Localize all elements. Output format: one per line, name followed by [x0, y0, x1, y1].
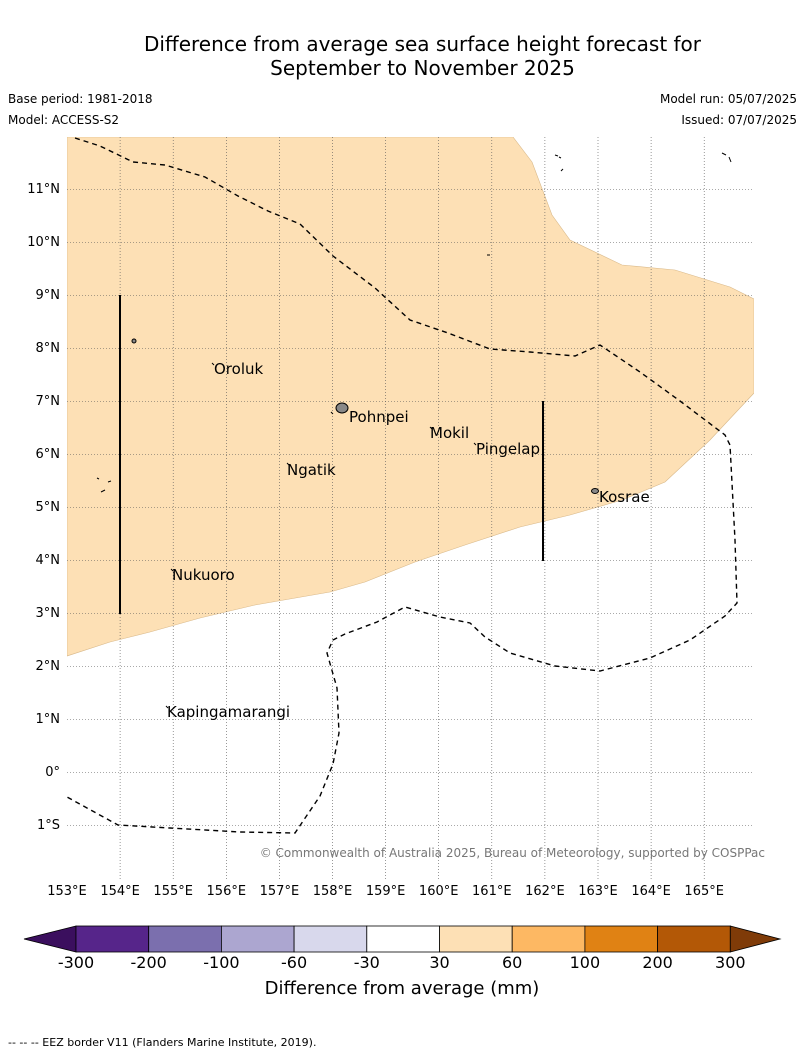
latitude-label: 6°N [35, 446, 61, 462]
latitude-label: 9°N [35, 287, 61, 303]
colorbar-tick-label: -30 [353, 953, 380, 972]
kosrae-island [591, 488, 599, 494]
latitude-label: 10°N [27, 234, 60, 250]
colorbar-segment [220, 925, 295, 953]
islet-marker [721, 152, 732, 163]
colorbar-segment [439, 925, 513, 953]
latitude-label: 1°N [35, 711, 61, 727]
latitude-label: 7°N [35, 393, 61, 409]
colorbar-segment [75, 925, 150, 953]
colorbar-extend-low [23, 925, 77, 953]
latitude-label: 3°N [35, 605, 61, 621]
latitude-label: 0° [45, 764, 60, 780]
colorbar-tick-label: 100 [569, 953, 601, 972]
islet-marker [96, 477, 112, 493]
longitude-label: 160°E [418, 884, 459, 899]
eez-border-north [67, 137, 738, 834]
islet-marker [165, 362, 477, 709]
latitude-label: 4°N [35, 552, 61, 568]
latitude-label: 11°N [27, 181, 60, 197]
colorbar-segment [511, 925, 586, 953]
place-pohnpei: Pohnpei [349, 408, 409, 426]
pohnpei-island [335, 402, 349, 414]
title-line-1: Difference from average sea surface heig… [143, 32, 702, 56]
issued-date: Issued: 07/07/2025 [681, 113, 797, 127]
longitude-label: 156°E [206, 884, 247, 899]
place-mokil: Mokil [430, 424, 470, 442]
place-pingelap: Pingelap [476, 440, 541, 458]
colorbar-tick-label: -100 [203, 953, 240, 972]
latitude-label: 1°S [36, 817, 60, 833]
base-period: Base period: 1981-2018 [8, 92, 153, 106]
longitude-label: 164°E [631, 884, 671, 899]
colorbar-segment [657, 925, 731, 953]
colorbar-label: Difference from average (mm) [264, 978, 540, 999]
latitude-label: 8°N [35, 340, 61, 356]
eez-footnote: -- -- -- EEZ border V11 (Flanders Marine… [8, 1036, 317, 1049]
islet-marker [554, 154, 564, 172]
place-kosrae: Kosrae [599, 488, 650, 506]
map-gridlines [67, 137, 754, 879]
colorbar-tick-label: 300 [715, 953, 746, 972]
copyright-notice: © Commonwealth of Australia 2025, Bureau… [259, 846, 765, 860]
map-title: Difference from average sea surface heig… [0, 32, 804, 80]
longitude-label: 157°E [259, 884, 300, 899]
colorbar-segment [366, 925, 440, 953]
latitude-label: 5°N [35, 499, 61, 515]
longitude-label: 159°E [365, 884, 406, 899]
colorbar-segment [148, 925, 222, 953]
model-name: Model: ACCESS-S2 [8, 113, 120, 127]
colorbar-tick-label: 30 [429, 953, 450, 972]
place-ngatik: Ngatik [287, 461, 336, 479]
colorbar-tick-label: 200 [642, 953, 673, 972]
longitude-label: 165°E [684, 884, 724, 899]
model-run: Model run: 05/07/2025 [659, 92, 797, 106]
place-oroluk: Oroluk [214, 360, 264, 378]
title-line-2: September to November 2025 [270, 56, 575, 80]
longitude-label: 154°E [100, 884, 140, 899]
colorbar-tick-label: -300 [57, 953, 95, 972]
islet-marker [131, 338, 137, 344]
islet-marker [330, 254, 490, 415]
anomaly-shading-30-60 [67, 137, 754, 657]
longitude-label: 161°E [472, 884, 512, 899]
colorbar-segment [584, 925, 659, 953]
longitude-label: 155°E [153, 884, 193, 899]
colorbar-tick-label: -60 [281, 953, 308, 972]
colorbar-tick-label: 60 [502, 953, 523, 972]
colorbar-segment [293, 925, 368, 953]
colorbar-extend-high [729, 925, 782, 953]
colorbar-tick-label: -200 [130, 953, 167, 972]
longitude-label: 162°E [525, 884, 565, 899]
colorbar [23, 925, 782, 953]
place-kapingamarangi: Kapingamarangi [167, 703, 291, 721]
island-markers [96, 152, 732, 709]
latitude-label: 2°N [35, 658, 61, 674]
place-nukuoro: Nukuoro [172, 566, 235, 584]
longitude-label: 153°E [47, 884, 87, 899]
longitude-label: 158°E [312, 884, 353, 899]
longitude-label: 163°E [578, 884, 618, 899]
